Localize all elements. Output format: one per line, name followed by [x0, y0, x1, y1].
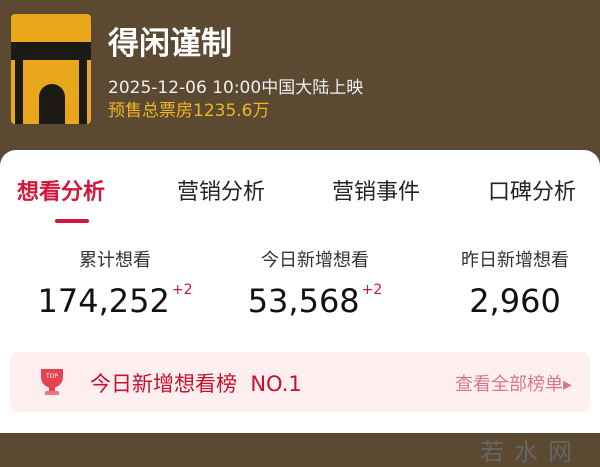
tab-want-analysis[interactable]: 想看分析: [17, 180, 106, 205]
ranking-text: 今日新增想看榜 NO.1: [90, 372, 302, 396]
stat-label: 昨日新增想看: [461, 250, 569, 271]
movie-poster[interactable]: [11, 14, 91, 124]
stat-label: 累计想看: [79, 250, 151, 271]
stat-value: 174,252: [37, 282, 170, 320]
top-badge-text: TOP: [45, 373, 58, 380]
stat-today-want: 今日新增想看 53,568 +2: [230, 246, 400, 320]
tab-marketing-analysis[interactable]: 营销分析: [177, 180, 266, 205]
movie-title: 得闲谨制: [108, 26, 232, 62]
poster-arch: [11, 42, 91, 60]
analysis-card: 想看分析 营销分析 营销事件 口碑分析 累计想看 174,252 +2 今日新增想…: [0, 150, 600, 466]
stat-total-want: 累计想看 174,252 +2: [30, 246, 200, 320]
trophy-icon: TOP: [41, 369, 63, 395]
presale-box-office: 预售总票房1235.6万: [108, 101, 270, 121]
stat-value: 2,960: [469, 282, 561, 320]
stat-increment: +2: [361, 282, 383, 298]
poster-pillar: [15, 60, 23, 124]
stat-yesterday-want: 昨日新增想看 2,960: [430, 246, 600, 320]
stat-label: 今日新增想看: [261, 250, 369, 271]
active-tab-indicator: [55, 219, 89, 223]
ranking-banner[interactable]: TOP 今日新增想看榜 NO.1 查看全部榜单▸: [10, 352, 590, 412]
poster-pillar: [79, 60, 87, 124]
release-date: 2025-12-06 10:00中国大陆上映: [108, 78, 364, 98]
tab-marketing-events[interactable]: 营销事件: [332, 180, 421, 205]
stat-increment: +2: [171, 282, 193, 298]
poster-figure: [39, 84, 65, 124]
watermark: 若水网: [480, 438, 582, 466]
tab-reputation-analysis[interactable]: 口碑分析: [488, 180, 577, 205]
stat-value: 53,568: [247, 282, 360, 320]
view-all-rankings-link[interactable]: 查看全部榜单▸: [454, 374, 572, 395]
